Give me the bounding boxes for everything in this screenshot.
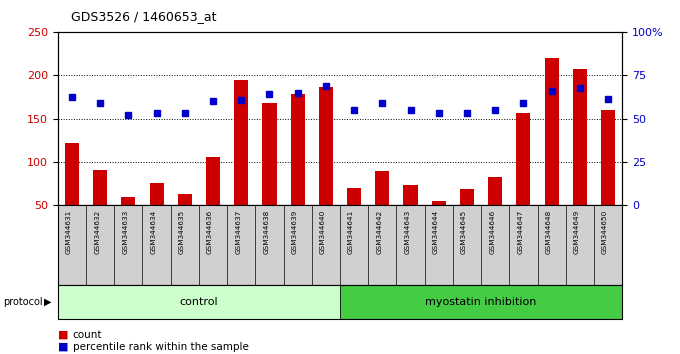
Text: ▶: ▶ (44, 297, 52, 307)
Text: GSM344647: GSM344647 (517, 209, 524, 253)
Text: ■: ■ (58, 342, 68, 352)
Text: percentile rank within the sample: percentile rank within the sample (73, 342, 249, 352)
Bar (234, 80, 248, 205)
Text: GSM344641: GSM344641 (348, 209, 354, 253)
Text: GSM344648: GSM344648 (545, 209, 551, 253)
Text: GSM344638: GSM344638 (263, 209, 269, 253)
Text: GSM344633: GSM344633 (122, 209, 129, 253)
Bar (58, 285, 340, 319)
Text: GSM344640: GSM344640 (320, 209, 326, 253)
Bar (206, 157, 220, 205)
Text: protocol: protocol (3, 297, 43, 307)
Bar (601, 110, 615, 205)
Text: GSM344642: GSM344642 (376, 209, 382, 253)
Bar (290, 94, 305, 205)
Text: GSM344639: GSM344639 (292, 209, 298, 253)
Text: GSM344631: GSM344631 (66, 209, 72, 253)
Text: GSM344646: GSM344646 (489, 209, 495, 253)
Text: GSM344649: GSM344649 (574, 209, 580, 253)
Bar (347, 188, 361, 205)
Text: GSM344635: GSM344635 (179, 209, 185, 253)
Bar (375, 171, 390, 205)
Text: GSM344644: GSM344644 (432, 209, 439, 253)
Text: GSM344632: GSM344632 (94, 209, 100, 253)
Bar (65, 143, 79, 205)
Bar (432, 201, 446, 205)
Bar (460, 189, 474, 205)
Text: GSM344643: GSM344643 (405, 209, 411, 253)
Bar (340, 285, 622, 319)
Text: GSM344645: GSM344645 (461, 209, 467, 253)
Bar (488, 177, 503, 205)
Text: GSM344637: GSM344637 (235, 209, 241, 253)
Text: myostatin inhibition: myostatin inhibition (426, 297, 537, 307)
Bar (150, 183, 164, 205)
Bar (516, 113, 530, 205)
Bar (121, 197, 135, 205)
Text: control: control (180, 297, 218, 307)
Bar (93, 170, 107, 205)
Text: count: count (73, 330, 102, 339)
Text: GSM344634: GSM344634 (150, 209, 156, 253)
Bar (177, 194, 192, 205)
Text: GSM344650: GSM344650 (602, 209, 608, 253)
Bar (545, 58, 559, 205)
Bar (403, 184, 418, 205)
Text: GDS3526 / 1460653_at: GDS3526 / 1460653_at (71, 10, 217, 23)
Text: ■: ■ (58, 330, 68, 339)
Bar (573, 69, 587, 205)
Bar (319, 87, 333, 205)
Bar (262, 103, 277, 205)
Text: GSM344636: GSM344636 (207, 209, 213, 253)
